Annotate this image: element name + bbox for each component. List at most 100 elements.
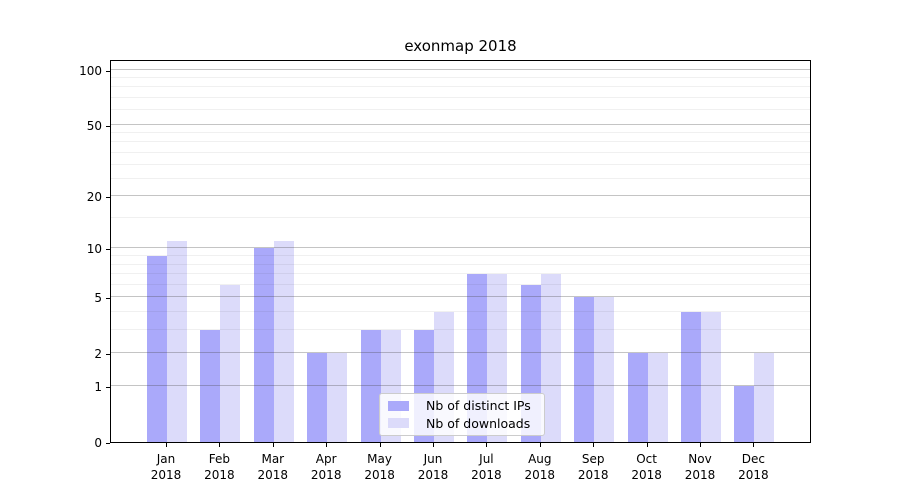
x-tick-year: 2018 <box>471 468 502 482</box>
bar-apr-downloads <box>327 353 348 442</box>
bar-jan-downloads <box>167 241 187 442</box>
y-tick-mark <box>106 387 110 389</box>
legend-swatch-downloads <box>388 418 409 429</box>
bar-sep-downloads <box>594 297 615 442</box>
gridline-minor <box>111 96 810 98</box>
legend-label-distinct-ips: Nb of distinct IPs <box>426 398 531 414</box>
x-tick-mark <box>219 443 221 447</box>
bar-nov-downloads <box>701 312 721 442</box>
x-tick-label-jul: Jul 2018 <box>471 451 502 483</box>
chart-title: exonmap 2018 <box>404 37 517 55</box>
gridline-major <box>111 352 810 354</box>
x-tick-year: 2018 <box>150 468 182 482</box>
x-tick-mark <box>272 443 274 447</box>
gridline-minor <box>111 109 810 111</box>
x-tick-label-may: May 2018 <box>364 451 395 483</box>
y-tick-mark <box>106 70 110 72</box>
x-tick-month: May <box>367 452 392 466</box>
x-tick-label-dec: Dec 2018 <box>738 451 769 483</box>
y-tick-label: 100 <box>79 63 102 78</box>
bar-oct-distinct-ips <box>627 353 648 442</box>
x-tick-month: Feb <box>208 452 231 466</box>
x-tick-year: 2018 <box>364 468 395 482</box>
y-tick-label: 20 <box>86 190 102 205</box>
gridline-minor <box>111 86 810 88</box>
x-tick-year: 2018 <box>204 468 235 482</box>
legend-label-downloads: Nb of downloads <box>426 415 531 431</box>
x-tick-label-jun: Jun 2018 <box>418 451 449 483</box>
x-tick-label-mar: Mar 2018 <box>258 451 289 483</box>
bar-mar-downloads <box>273 241 294 442</box>
x-tick-mark <box>166 443 167 447</box>
x-tick-mark <box>486 443 488 447</box>
bar-feb-distinct-ips <box>200 330 221 442</box>
y-tick-mark <box>106 249 110 251</box>
x-tick-label-feb: Feb 2018 <box>204 451 235 483</box>
y-tick-label: 1 <box>94 380 102 395</box>
y-tick-label: 5 <box>94 291 102 306</box>
x-tick-label-aug: Aug 2018 <box>525 451 556 483</box>
gridline-major <box>111 296 810 298</box>
y-tick-mark <box>106 125 110 127</box>
x-tick-mark <box>646 443 648 447</box>
gridline-minor <box>111 217 810 219</box>
x-tick-mark <box>700 443 701 447</box>
x-tick-year: 2018 <box>577 468 609 482</box>
x-tick-mark <box>433 443 434 447</box>
y-tick-mark <box>106 443 110 444</box>
y-tick-label: 2 <box>94 347 102 362</box>
x-tick-month: Mar <box>261 452 285 466</box>
bar-jan-distinct-ips <box>147 256 167 442</box>
x-tick-month: Sep <box>581 452 605 466</box>
x-tick-year: 2018 <box>257 468 289 482</box>
legend-item-downloads: Nb of downloads <box>388 416 536 431</box>
bar-dec-downloads <box>754 353 775 442</box>
x-tick-month: Apr <box>315 452 337 466</box>
y-tick-mark <box>106 354 110 356</box>
x-tick-mark <box>326 443 328 447</box>
y-tick-label: 0 <box>94 436 102 450</box>
x-tick-label-jan: Jan 2018 <box>151 451 182 483</box>
plot-area <box>110 60 811 443</box>
gridline-major <box>111 247 810 249</box>
x-tick-month: Jun <box>423 452 443 466</box>
x-tick-mark <box>753 443 755 447</box>
bar-feb-downloads <box>220 284 241 442</box>
y-tick-mark <box>106 197 110 199</box>
x-tick-month: Aug <box>528 452 552 466</box>
gridline-minor <box>111 141 810 143</box>
gridline-minor <box>111 283 810 285</box>
gridline-minor <box>111 263 810 265</box>
x-tick-year: 2018 <box>631 468 662 482</box>
bar-aug-downloads <box>540 274 561 442</box>
x-tick-label-apr: Apr 2018 <box>311 451 342 483</box>
gridline-major <box>111 68 810 70</box>
x-tick-mark <box>593 443 595 447</box>
x-tick-year: 2018 <box>310 468 342 482</box>
gridline-minor <box>111 151 810 153</box>
gridline-major <box>111 195 810 197</box>
x-tick-year: 2018 <box>524 468 556 482</box>
x-tick-month: Nov <box>688 452 712 466</box>
gridline-minor <box>111 311 810 313</box>
bar-sep-distinct-ips <box>574 297 595 442</box>
gridline-minor <box>111 255 810 257</box>
x-tick-month: Jul <box>479 452 494 466</box>
x-tick-year: 2018 <box>684 468 716 482</box>
x-tick-month: Oct <box>636 452 657 466</box>
x-tick-month: Jan <box>156 452 176 466</box>
bar-dec-distinct-ips <box>734 386 755 442</box>
x-tick-year: 2018 <box>738 468 769 482</box>
gridline-minor <box>111 329 810 331</box>
bar-may-distinct-ips <box>360 330 381 442</box>
gridline-major <box>111 123 810 125</box>
gridline-major <box>111 385 810 387</box>
y-tick-label: 10 <box>86 242 102 257</box>
gridline-minor <box>111 132 810 133</box>
gridline-minor <box>111 273 810 275</box>
gridline-minor <box>111 178 810 179</box>
x-tick-label-nov: Nov 2018 <box>685 451 716 483</box>
bar-mar-distinct-ips <box>253 248 274 442</box>
x-tick-label-oct: Oct 2018 <box>631 451 662 483</box>
